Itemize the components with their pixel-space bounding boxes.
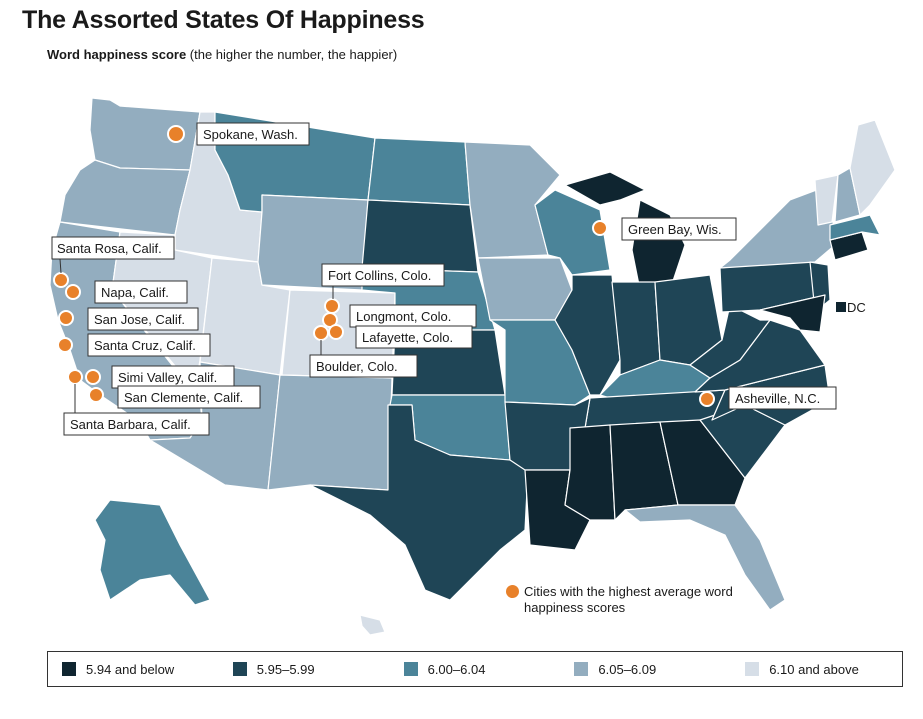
city-label-text: Asheville, N.C. bbox=[735, 391, 820, 406]
state-maine bbox=[849, 119, 896, 216]
city-label-san-clemente: San Clemente, Calif. bbox=[117, 385, 261, 409]
city-dot-fort-collins bbox=[324, 298, 340, 314]
legend-label: 5.95–5.99 bbox=[256, 661, 315, 677]
city-label-text: Simi Valley, Calif. bbox=[118, 370, 217, 385]
city-label-text: Longmont, Colo. bbox=[356, 309, 451, 324]
city-label-boulder: Boulder, Colo. bbox=[309, 340, 418, 378]
city-legend-dot bbox=[506, 585, 519, 598]
city-dot-napa bbox=[65, 284, 81, 300]
map-subtitle: Word happiness score (the higher the num… bbox=[47, 47, 397, 62]
map-title: The Assorted States Of Happiness bbox=[22, 6, 425, 34]
state-massachusetts bbox=[829, 214, 881, 241]
legend-item-3: 6.00–6.04 bbox=[390, 662, 561, 677]
city-label-spokane: Spokane, Wash. bbox=[196, 122, 310, 146]
city-label-text: Fort Collins, Colo. bbox=[328, 268, 431, 283]
city-label-longmont: Longmont, Colo. bbox=[349, 304, 477, 328]
city-label-text: Boulder, Colo. bbox=[316, 359, 398, 374]
dc-label: DC bbox=[847, 300, 866, 315]
legend-swatch bbox=[62, 662, 76, 676]
city-label-green-bay: Green Bay, Wis. bbox=[621, 217, 737, 241]
legend-item-4: 6.05–6.09 bbox=[560, 662, 731, 677]
dc-swatch bbox=[836, 302, 846, 312]
legend-item-5: 6.10 and above bbox=[731, 662, 902, 677]
state-oregon bbox=[59, 159, 191, 236]
city-label-text: Santa Rosa, Calif. bbox=[57, 241, 162, 256]
state-alaska bbox=[94, 499, 211, 606]
legend-swatch bbox=[745, 662, 760, 676]
state-south-dakota bbox=[361, 199, 479, 273]
dc-key: DC bbox=[835, 300, 866, 315]
city-label-text: Santa Barbara, Calif. bbox=[70, 417, 191, 432]
legend-swatch bbox=[403, 662, 418, 676]
state-iowa bbox=[477, 257, 573, 321]
state-delaware-maryland bbox=[759, 294, 826, 333]
state-mississippi bbox=[564, 424, 616, 521]
city-label-text: San Jose, Calif. bbox=[94, 312, 185, 327]
state-hawaii bbox=[359, 614, 386, 636]
state-michigan bbox=[631, 199, 686, 291]
legend-item-2: 5.95–5.99 bbox=[219, 662, 390, 677]
city-label-text: Napa, Calif. bbox=[101, 285, 169, 300]
city-label-text: Lafayette, Colo. bbox=[362, 330, 453, 345]
legend-label: 6.05–6.09 bbox=[598, 661, 657, 677]
legend-label: 5.94 and below bbox=[86, 661, 175, 677]
city-label-fort-collins: Fort Collins, Colo. bbox=[321, 263, 445, 299]
city-legend-text: Cities with the highest average word hap… bbox=[524, 584, 733, 615]
city-label-text: San Clemente, Calif. bbox=[124, 390, 243, 405]
city-dot-asheville bbox=[699, 391, 715, 407]
city-label-santa-barbara: Santa Barbara, Calif. bbox=[63, 384, 210, 436]
legend-label: 6.00–6.04 bbox=[427, 661, 486, 677]
legend-swatch bbox=[232, 662, 247, 676]
city-dot-lafayette bbox=[328, 324, 344, 340]
city-label-san-jose: San Jose, Calif. bbox=[87, 307, 199, 331]
state-texas bbox=[309, 404, 529, 601]
city-dot-green-bay bbox=[592, 220, 608, 236]
city-dot-san-clemente bbox=[88, 387, 104, 403]
state-michigan-upper bbox=[564, 171, 646, 206]
state-west-virginia bbox=[689, 304, 771, 379]
city-dot-santa-cruz bbox=[57, 337, 73, 353]
city-dot-spokane bbox=[167, 125, 185, 143]
city-legend: Cities with the highest average word hap… bbox=[506, 584, 746, 616]
legend-label: 6.10 and above bbox=[769, 661, 859, 677]
city-label-santa-cruz: Santa Cruz, Calif. bbox=[87, 333, 211, 357]
legend-swatch bbox=[574, 662, 589, 676]
city-label-napa: Napa, Calif. bbox=[94, 280, 188, 304]
state-north-dakota bbox=[367, 137, 471, 206]
legend-item-1: 5.94 and below bbox=[48, 662, 219, 677]
city-dot-santa-rosa bbox=[53, 272, 69, 288]
subtitle-rest: (the higher the number, the happier) bbox=[186, 47, 398, 62]
city-label-simi-valley: Simi Valley, Calif. bbox=[111, 365, 235, 389]
state-wisconsin bbox=[534, 189, 611, 276]
state-vermont bbox=[814, 174, 839, 226]
city-label-santa-rosa: Santa Rosa, Calif. bbox=[51, 236, 175, 274]
state-florida bbox=[624, 504, 786, 611]
city-label-text: Green Bay, Wis. bbox=[628, 222, 722, 237]
subtitle-bold: Word happiness score bbox=[47, 47, 187, 62]
score-legend: 5.94 and below 5.95–5.99 6.00–6.04 6.05–… bbox=[47, 651, 903, 687]
state-new-mexico bbox=[267, 374, 393, 491]
city-label-lafayette: Lafayette, Colo. bbox=[355, 325, 473, 349]
city-label-text: Spokane, Wash. bbox=[203, 127, 298, 142]
city-dot-santa-barbara bbox=[67, 369, 83, 385]
city-dot-boulder bbox=[313, 325, 329, 341]
city-dot-simi-valley bbox=[85, 369, 101, 385]
city-label-asheville: Asheville, N.C. bbox=[728, 386, 837, 410]
city-dot-san-jose bbox=[58, 310, 74, 326]
state-georgia bbox=[659, 419, 746, 506]
city-label-text: Santa Cruz, Calif. bbox=[94, 338, 196, 353]
